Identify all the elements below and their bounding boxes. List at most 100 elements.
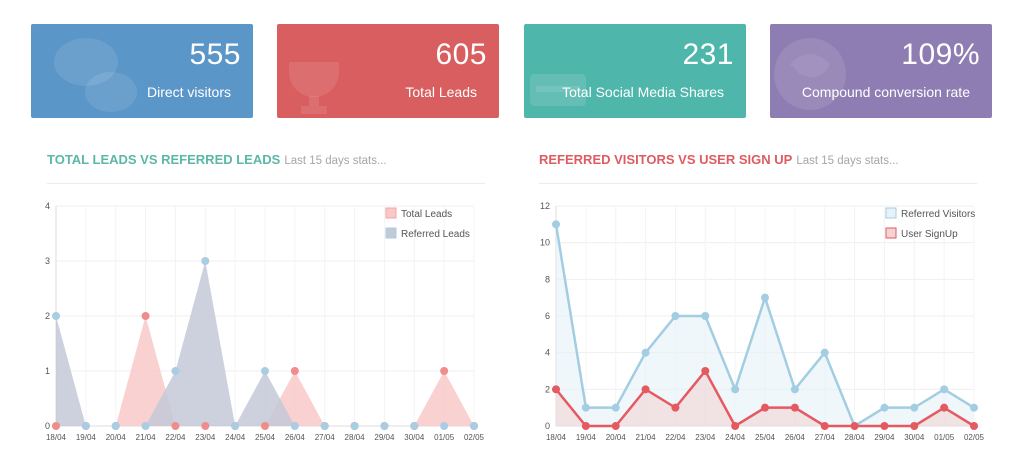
- x-tick-label: 19/04: [76, 433, 97, 442]
- x-tick-label: 30/04: [404, 433, 425, 442]
- data-point-1: [410, 422, 419, 430]
- data-point-0: [790, 385, 799, 394]
- x-tick-label: 23/04: [195, 433, 216, 442]
- section-title-visitors: REFERRED VISITORS VS USER SIGN UP Last 15…: [539, 152, 899, 167]
- legend-label: Referred Leads: [401, 229, 470, 240]
- data-point-0: [440, 367, 449, 375]
- x-tick-label: 30/04: [904, 433, 925, 442]
- y-tick-label: 4: [45, 201, 50, 211]
- legend-swatch: [885, 227, 897, 239]
- section-title-text: REFERRED VISITORS VS USER SIGN UP: [539, 152, 793, 167]
- series-area-0: [556, 224, 974, 426]
- data-point-1: [880, 422, 889, 430]
- x-tick-label: 01/05: [434, 433, 455, 442]
- data-point-1: [850, 422, 859, 430]
- legend-swatch: [885, 207, 897, 219]
- x-tick-label: 23/04: [695, 433, 716, 442]
- y-tick-label: 6: [545, 311, 550, 321]
- x-tick-label: 20/04: [106, 433, 127, 442]
- stat-card-direct-visitors: 555 Direct visitors: [31, 24, 253, 118]
- x-tick-label: 20/04: [606, 433, 627, 442]
- section-title-leads: TOTAL LEADS VS REFERRED LEADS Last 15 day…: [47, 152, 387, 167]
- data-point-0: [761, 293, 769, 302]
- x-tick-label: 26/04: [785, 433, 806, 442]
- data-point-1: [970, 422, 978, 430]
- share-icon: [530, 74, 586, 106]
- data-point-1: [350, 422, 359, 430]
- trophy-icon: [289, 62, 339, 114]
- x-tick-label: 02/05: [464, 433, 485, 442]
- y-tick-label: 0: [545, 421, 550, 431]
- stat-value: 605: [435, 38, 487, 71]
- stat-label: Total Social Media Shares: [562, 84, 724, 100]
- x-tick-label: 27/04: [315, 433, 336, 442]
- data-point-1: [231, 422, 240, 430]
- series-area-1: [556, 371, 974, 426]
- stat-value: 555: [189, 38, 241, 71]
- stat-label: Direct visitors: [146, 84, 231, 100]
- x-tick-label: 21/04: [136, 433, 157, 442]
- data-point-1: [790, 403, 799, 412]
- y-tick-label: 8: [545, 274, 550, 284]
- legend-swatch: [385, 227, 397, 239]
- data-point-0: [290, 367, 299, 375]
- data-point-0: [641, 348, 650, 357]
- legend-label: Referred Visitors: [901, 209, 975, 220]
- data-point-0: [171, 422, 180, 430]
- data-point-1: [201, 257, 210, 265]
- data-point-1: [440, 422, 449, 430]
- stat-label: Compound conversion rate: [801, 84, 970, 100]
- data-point-1: [52, 312, 60, 320]
- data-point-0: [910, 403, 919, 412]
- data-point-0: [820, 348, 829, 357]
- visitors-line-chart: 0 2 4 6 8 10 12 18/04 19/04 20/04 21/04 22/04 23/04 2…: [540, 201, 985, 442]
- section-title-text: TOTAL LEADS VS REFERRED LEADS: [47, 152, 281, 167]
- y-tick-label: 2: [545, 384, 550, 394]
- x-tick-label: 25/04: [755, 433, 776, 442]
- y-tick-label: 0: [45, 421, 50, 431]
- data-point-1: [261, 367, 269, 375]
- stat-card-total-leads: 605 Total Leads: [277, 24, 499, 118]
- legend-label: Total Leads: [401, 209, 452, 220]
- series-area-1: [56, 261, 474, 426]
- y-tick-label: 2: [45, 311, 50, 321]
- y-tick-label: 4: [545, 348, 550, 358]
- data-point-1: [910, 422, 919, 430]
- x-tick-label: 02/05: [964, 433, 985, 442]
- x-tick-label: 28/04: [345, 433, 366, 442]
- stat-label: Total Leads: [405, 84, 477, 100]
- x-tick-label: 29/04: [874, 433, 895, 442]
- leads-area-chart: 0 1 2 3 4 18/04 19/04 20/04 21/04 22/04 23/04 24/04…: [45, 201, 485, 442]
- data-point-0: [671, 312, 680, 320]
- y-tick-label: 1: [45, 366, 50, 376]
- data-point-1: [611, 422, 620, 430]
- stat-value: 231: [682, 38, 734, 71]
- y-tick-label: 12: [540, 201, 550, 211]
- data-point-0: [970, 403, 978, 412]
- data-point-1: [141, 422, 150, 430]
- data-point-1: [552, 385, 560, 394]
- section-subtitle: Last 15 days stats...: [284, 155, 387, 167]
- data-point-1: [671, 403, 680, 412]
- stat-card-social-shares: 231 Total Social Media Shares: [524, 24, 746, 118]
- data-point-0: [611, 403, 620, 412]
- x-tick-label: 22/04: [665, 433, 686, 442]
- data-point-0: [552, 220, 560, 229]
- data-point-0: [701, 312, 710, 320]
- x-tick-label: 01/05: [934, 433, 955, 442]
- data-point-1: [581, 422, 590, 430]
- x-tick-label: 28/04: [845, 433, 866, 442]
- stat-value: 109%: [901, 38, 980, 71]
- legend-swatch: [385, 207, 397, 219]
- x-tick-label: 24/04: [225, 433, 246, 442]
- data-point-1: [320, 422, 329, 430]
- data-point-1: [701, 367, 710, 375]
- section-subtitle: Last 15 days stats...: [796, 155, 899, 167]
- data-point-1: [940, 403, 949, 412]
- data-point-0: [880, 403, 889, 412]
- legend-label: User SignUp: [901, 229, 958, 240]
- data-point-1: [731, 422, 740, 430]
- x-tick-label: 22/04: [165, 433, 186, 442]
- data-point-0: [731, 385, 740, 394]
- chat-bubbles-icon: [54, 38, 137, 112]
